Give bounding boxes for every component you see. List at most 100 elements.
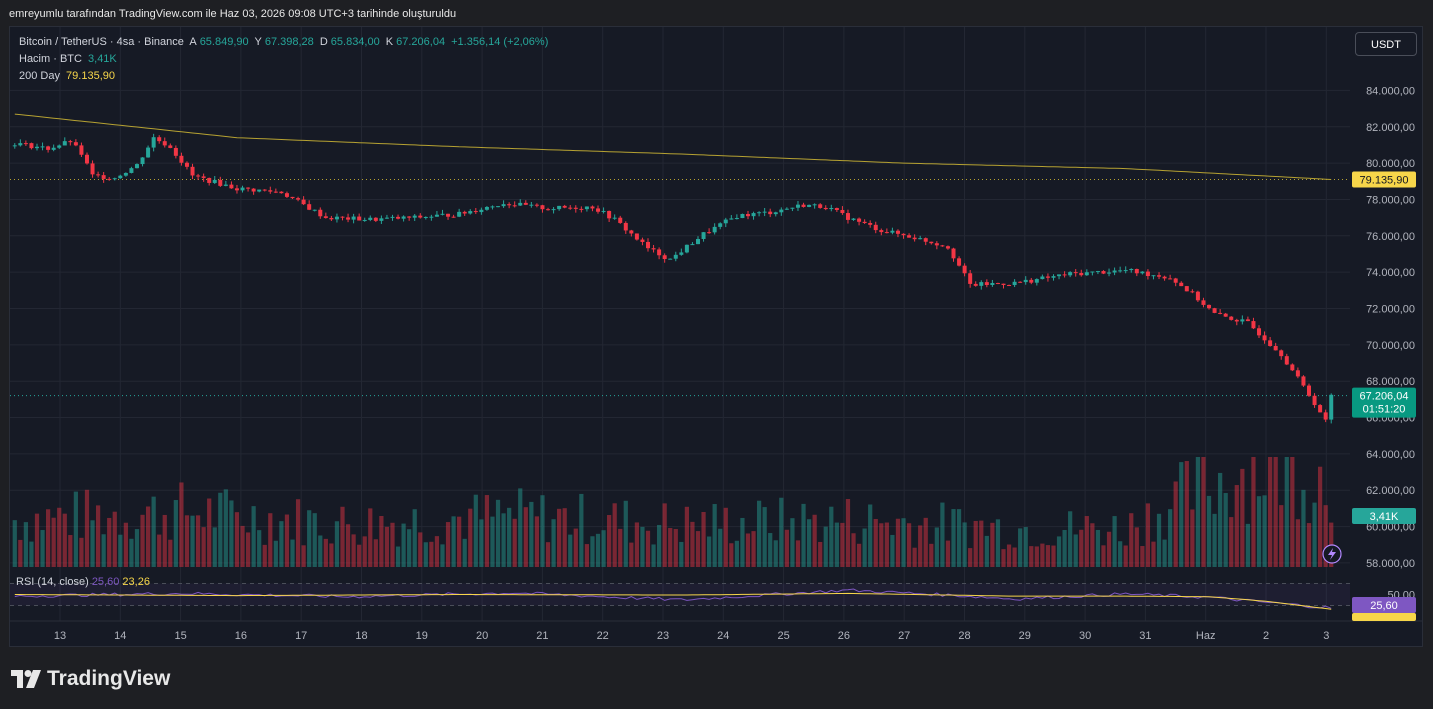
candle-body [618, 217, 623, 223]
volume-bar [245, 532, 251, 567]
volume-bar [1173, 481, 1178, 567]
candle-body [334, 216, 339, 220]
candle-body [557, 205, 562, 210]
candle-body [718, 223, 723, 227]
candle-body [984, 282, 989, 286]
candle-body [934, 243, 939, 246]
candle-body [1051, 276, 1056, 278]
candle-body [18, 143, 23, 146]
candle-body [207, 177, 212, 183]
candle-body [390, 216, 395, 218]
candle-body [1073, 272, 1078, 274]
volume-bar [179, 482, 184, 567]
volume-bar [334, 521, 340, 567]
tradingview-logo[interactable]: TradingView [11, 666, 170, 692]
volume-bar [940, 502, 945, 567]
candle-body [523, 202, 528, 205]
volume-legend: Hacim · BTC 3,41K [19, 53, 120, 65]
x-tick-label: 22 [597, 630, 609, 642]
volume-bar [240, 525, 245, 567]
volume-bar [262, 544, 267, 567]
volume-bar [984, 535, 989, 567]
candle-body [818, 204, 823, 208]
rsi-value: 25,60 [91, 576, 120, 588]
volume-bar [873, 519, 878, 567]
volume-bar [912, 547, 917, 567]
volume-bar [184, 515, 190, 567]
x-tick-label: 19 [416, 630, 428, 642]
candle-body [546, 209, 551, 211]
volume-bar [1118, 541, 1123, 567]
candle-body [262, 189, 267, 191]
candle-body [551, 209, 556, 211]
volume-bar [973, 520, 978, 567]
candle-body [601, 210, 606, 212]
candle-body [73, 142, 78, 146]
volume-bar [79, 537, 84, 567]
volume-bar [990, 522, 995, 567]
candle-body [1001, 283, 1006, 286]
candle-body [368, 217, 373, 220]
volume-bar [279, 521, 284, 567]
candle-body [118, 175, 123, 179]
candle-body [1240, 319, 1245, 322]
volume-bar [745, 533, 751, 567]
chart-panel[interactable]: 84.000,00 82.000,00 80.000,00 78.000,00 76.0… [9, 26, 1423, 647]
candle-body [134, 164, 139, 169]
x-tick-label: 14 [114, 630, 126, 642]
volume-bar [868, 504, 873, 567]
candlestick-chart[interactable]: 84.000,00 82.000,00 80.000,00 78.000,00 76.0… [10, 27, 1422, 646]
volume-bar [468, 508, 473, 567]
currency-button[interactable]: USDT [1355, 32, 1417, 56]
volume-bar [1234, 485, 1239, 567]
volume-bar [934, 527, 939, 567]
volume-bar [701, 512, 706, 567]
candle-body [168, 145, 173, 148]
volume-bar [484, 495, 490, 567]
candle-body [40, 146, 45, 148]
volume-bar [823, 526, 828, 567]
volume-bar [1062, 529, 1067, 567]
volume-bar [557, 508, 562, 567]
y-tick-label: 78.000,00 [1366, 194, 1415, 206]
y-tick-label: 58.000,00 [1366, 558, 1415, 570]
volume-bar [362, 536, 367, 567]
volume-bar [629, 542, 634, 567]
volume-bar [473, 494, 478, 567]
candle-body [246, 187, 251, 189]
candle-body [296, 198, 301, 200]
candle-body [884, 232, 889, 234]
volume-bar [968, 548, 973, 567]
volume-bar [1306, 523, 1312, 567]
lightning-icon [1328, 548, 1336, 560]
close-value: 67.206,04 [396, 36, 446, 48]
candle-body [1034, 279, 1039, 283]
candle-body [151, 137, 156, 148]
candle-body [762, 211, 767, 213]
candle-body [240, 187, 245, 191]
rsi-legend: RSI (14, close) 25,60 23,26 [16, 576, 150, 588]
x-tick-label: 29 [1019, 630, 1031, 642]
volume-bar [573, 528, 578, 567]
volume-bar [1112, 516, 1117, 567]
candle-body [662, 255, 667, 259]
rsi-label[interactable]: RSI (14, close) [16, 576, 89, 588]
volume-bar [851, 533, 856, 567]
volume-label[interactable]: Hacim · BTC [19, 53, 82, 65]
ma-label[interactable]: 200 Day [19, 70, 60, 82]
candle-body [540, 205, 545, 210]
volume-bar [151, 496, 156, 567]
candle-body [62, 141, 67, 146]
volume-bar [918, 525, 923, 567]
symbol-name[interactable]: Bitcoin / TetherUS · 4sa · Binance [19, 36, 184, 48]
candle-body [1084, 272, 1089, 276]
volume-bar [412, 509, 417, 567]
candle-body [1218, 312, 1223, 314]
y-tick-label: 68.000,00 [1366, 376, 1415, 388]
candle-body [907, 235, 912, 238]
volume-bar [862, 528, 867, 567]
volume-bar [1045, 545, 1051, 567]
volume-bar [562, 508, 567, 567]
candle-body [340, 216, 345, 218]
candle-body [223, 184, 228, 186]
